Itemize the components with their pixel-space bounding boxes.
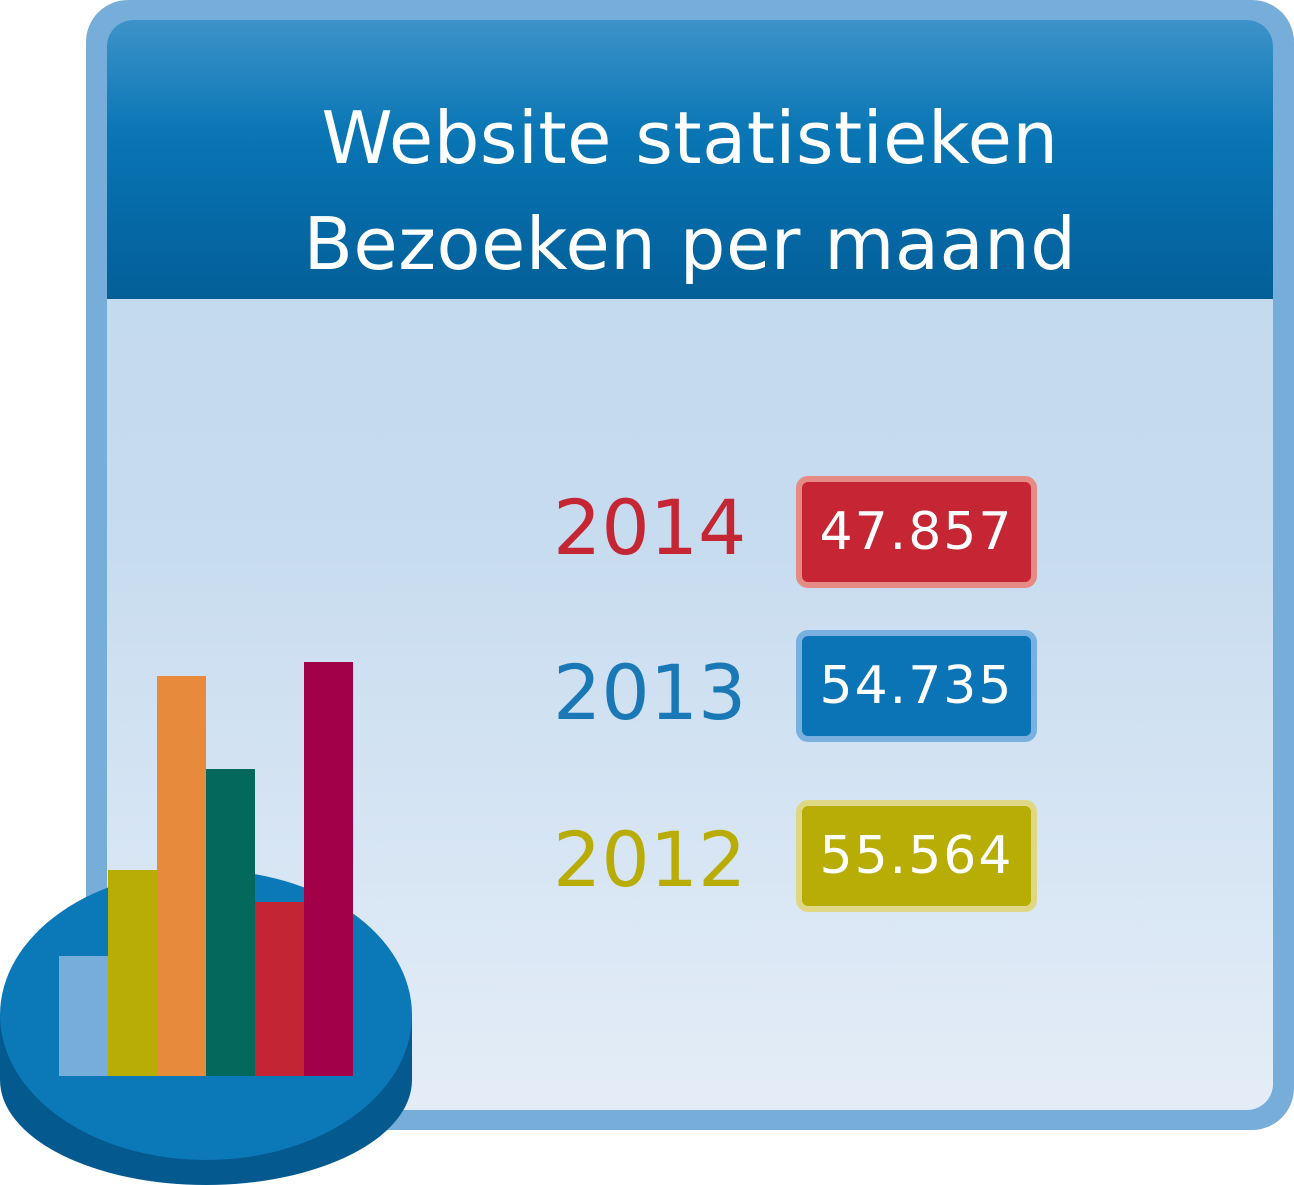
icon-bar-1 (59, 956, 108, 1076)
value-2013: 54.735 (819, 656, 1014, 716)
title-line-1: Website statistieken (321, 96, 1059, 180)
bar-chart-on-disc-icon (0, 662, 412, 1185)
icon-bar-5 (255, 902, 304, 1076)
value-2012: 55.564 (819, 826, 1014, 886)
icon-bar-2 (108, 870, 157, 1076)
title-line-2: Bezoeken per maand (303, 202, 1077, 286)
value-box-2012: 55.564 (796, 800, 1037, 912)
year-label-2013: 2013 (553, 648, 747, 737)
icon-bar-3 (157, 676, 206, 1076)
value-2014: 47.857 (819, 502, 1014, 562)
year-label-2012: 2012 (553, 815, 747, 904)
icon-bar-6 (304, 662, 353, 1076)
value-box-2014: 47.857 (796, 476, 1037, 588)
year-label-2014: 2014 (553, 483, 747, 572)
icon-bar-4 (206, 769, 255, 1076)
value-box-2013: 54.735 (796, 630, 1037, 742)
header-banner: Website statistieken Bezoeken per maand (107, 20, 1273, 299)
